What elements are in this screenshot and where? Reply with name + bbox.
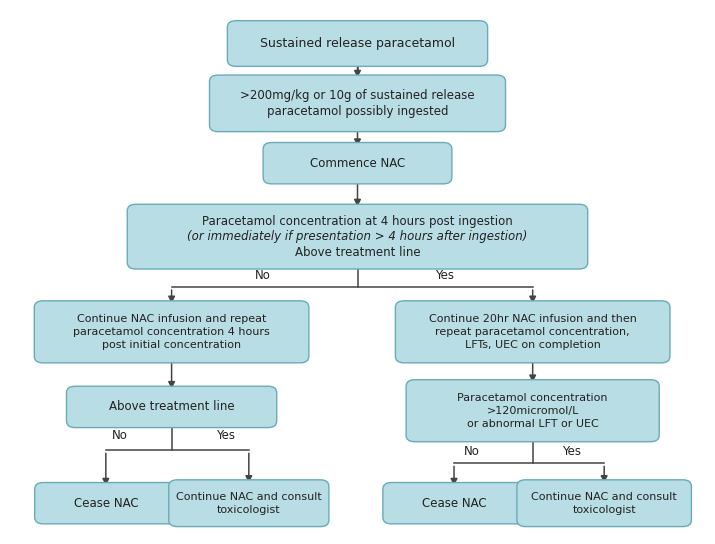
Text: Yes: Yes bbox=[435, 269, 454, 282]
Text: No: No bbox=[112, 429, 128, 442]
Text: Yes: Yes bbox=[563, 445, 581, 458]
Text: Above treatment line: Above treatment line bbox=[109, 400, 235, 413]
Text: Yes: Yes bbox=[216, 429, 235, 442]
FancyBboxPatch shape bbox=[34, 301, 309, 363]
Text: Sustained release paracetamol: Sustained release paracetamol bbox=[260, 37, 455, 50]
FancyBboxPatch shape bbox=[263, 143, 452, 184]
Text: >200mg/kg or 10g of sustained release
paracetamol possibly ingested: >200mg/kg or 10g of sustained release pa… bbox=[240, 89, 475, 118]
Text: No: No bbox=[464, 445, 480, 458]
Text: Cease NAC: Cease NAC bbox=[422, 497, 486, 510]
Text: Continue 20hr NAC infusion and then
repeat paracetamol concentration,
LFTs, UEC : Continue 20hr NAC infusion and then repe… bbox=[429, 314, 636, 350]
Text: Cease NAC: Cease NAC bbox=[74, 497, 138, 510]
FancyBboxPatch shape bbox=[169, 480, 329, 527]
FancyBboxPatch shape bbox=[127, 205, 588, 269]
Text: Paracetamol concentration
>120micromol/L
or abnormal LFT or UEC: Paracetamol concentration >120micromol/L… bbox=[458, 393, 608, 429]
FancyBboxPatch shape bbox=[395, 301, 670, 363]
FancyBboxPatch shape bbox=[383, 483, 525, 524]
Text: Continue NAC infusion and repeat
paracetamol concentration 4 hours
post initial : Continue NAC infusion and repeat paracet… bbox=[73, 314, 270, 350]
Text: Paracetamol concentration at 4 hours post ingestion: Paracetamol concentration at 4 hours pos… bbox=[202, 215, 513, 227]
Text: Continue NAC and consult
toxicologist: Continue NAC and consult toxicologist bbox=[531, 492, 677, 515]
Text: (or immediately if presentation > 4 hours after ingestion): (or immediately if presentation > 4 hour… bbox=[187, 230, 528, 243]
Text: No: No bbox=[255, 269, 271, 282]
Text: Commence NAC: Commence NAC bbox=[310, 157, 405, 170]
Text: Above treatment line: Above treatment line bbox=[295, 246, 420, 258]
Text: Continue NAC and consult
toxicologist: Continue NAC and consult toxicologist bbox=[176, 492, 322, 515]
FancyBboxPatch shape bbox=[34, 483, 177, 524]
FancyBboxPatch shape bbox=[517, 480, 691, 527]
FancyBboxPatch shape bbox=[227, 21, 488, 66]
FancyBboxPatch shape bbox=[406, 380, 659, 442]
FancyBboxPatch shape bbox=[66, 386, 277, 428]
FancyBboxPatch shape bbox=[209, 75, 506, 132]
